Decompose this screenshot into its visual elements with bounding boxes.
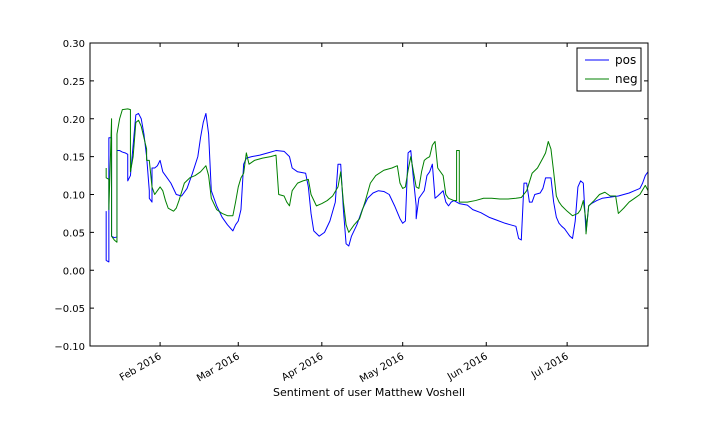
series-layer (105, 108, 648, 263)
y-axis: 0.30 0.25 0.20 0.15 0.10 0.05 0.00 −0.05 −0.10 (54, 39, 648, 353)
y-tick-label: 0.00 (63, 266, 85, 277)
legend-label-pos: pos (615, 53, 636, 67)
y-tick-label: −0.10 (54, 342, 85, 353)
y-tick-label: 0.10 (63, 191, 85, 202)
y-tick-label: 0.30 (63, 39, 85, 50)
series-line-pos (105, 112, 648, 263)
y-tick-label: −0.05 (54, 304, 85, 315)
y-tick-label: 0.15 (63, 153, 85, 164)
series-line-neg (105, 108, 648, 243)
x-axis-label: Sentiment of user Matthew Voshell (273, 386, 465, 399)
y-tick-label: 0.05 (63, 228, 85, 239)
y-tick-label: 0.25 (63, 77, 85, 88)
legend-label-neg: neg (615, 72, 638, 86)
legend[interactable]: pos neg (576, 47, 642, 92)
legend-box (576, 47, 642, 92)
y-tick-label: 0.20 (63, 115, 85, 126)
